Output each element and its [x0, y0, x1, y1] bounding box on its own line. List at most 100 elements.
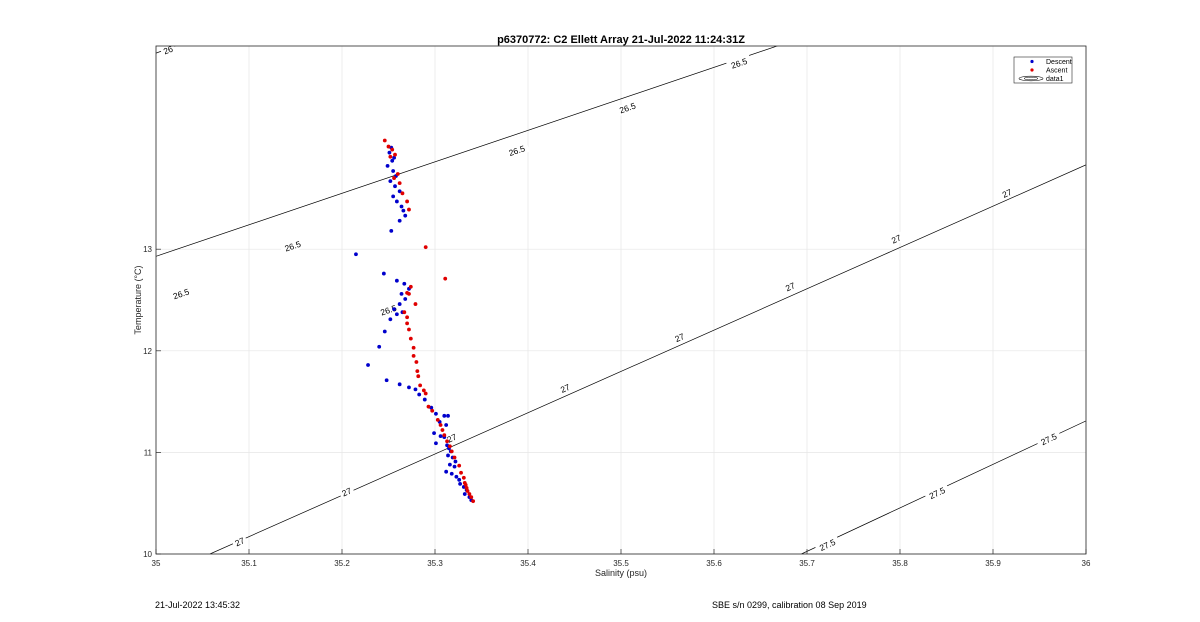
ascent-point — [407, 327, 411, 332]
contour-label-bg — [781, 279, 799, 295]
x-axis-label: Salinity (psu) — [595, 568, 647, 578]
ascent-point — [407, 292, 411, 296]
descent-point — [434, 441, 438, 446]
contour-line — [156, 46, 779, 257]
contour-label-bg — [1035, 429, 1062, 449]
ascent-point — [423, 245, 428, 250]
ascent-point — [402, 310, 407, 315]
ascent-point — [386, 144, 391, 149]
ascent-point — [395, 172, 400, 176]
ascent-point — [467, 492, 472, 496]
ascent-point — [416, 374, 421, 379]
contour-label: 26 — [162, 44, 175, 57]
ascent-point — [405, 315, 409, 320]
x-tick-label: 35.7 — [799, 559, 815, 568]
x-tick-label: 36 — [1082, 559, 1091, 568]
data-points — [354, 138, 476, 504]
ascent-point — [459, 470, 463, 475]
ascent-point — [435, 417, 440, 422]
contour-label-bg — [614, 99, 641, 117]
contour-line — [209, 164, 1086, 554]
descent-point — [399, 204, 404, 209]
footer-calibration: SBE s/n 0299, calibration 08 Sep 2019 — [712, 600, 867, 610]
x-tick-label: 35.4 — [520, 559, 536, 568]
legend-contour-icon-inner — [1023, 76, 1039, 81]
legend-descent-marker — [1030, 59, 1034, 64]
ascent-point — [388, 154, 393, 159]
descent-point — [438, 434, 443, 439]
descent-point — [447, 462, 452, 467]
grid — [155, 46, 1087, 555]
contour-label-bg — [998, 185, 1016, 201]
contour-label-bg — [924, 483, 951, 503]
descent-point — [403, 213, 408, 218]
x-tick-label: 35.3 — [427, 559, 443, 568]
x-tick-label: 35.8 — [892, 559, 908, 568]
legend-ascent-label: Ascent — [1046, 68, 1067, 75]
chart-title: p6370772: C2 Ellett Array 21-Jul-2022 11… — [497, 34, 745, 46]
ascent-point — [418, 383, 423, 388]
x-tick-label: 35.2 — [334, 559, 350, 568]
y-tick-label: 13 — [143, 245, 152, 254]
descent-point — [401, 208, 406, 213]
ascent-point — [423, 391, 428, 396]
descent-point — [458, 481, 463, 486]
descent-point — [403, 297, 408, 301]
ascent-point — [382, 138, 387, 143]
descent-point — [387, 150, 392, 155]
descent-point — [453, 459, 458, 464]
y-axis-label: Temperature (°C) — [133, 265, 143, 334]
contour-label-bg — [168, 285, 195, 303]
footer-timestamp: 21-Jul-2022 13:45:32 — [155, 600, 241, 610]
legend-data1-label: data1 — [1046, 76, 1064, 83]
descent-point — [402, 281, 407, 286]
contour-label: 27 — [1001, 187, 1014, 200]
contour-label-bg — [159, 46, 177, 58]
contour-label-bg — [279, 237, 306, 255]
descent-point — [392, 155, 396, 160]
descent-point — [449, 471, 454, 476]
contour-label: 26.5 — [507, 143, 526, 158]
descent-point — [394, 199, 399, 204]
contour-label: 27 — [340, 485, 353, 498]
ascent-point — [438, 423, 443, 427]
descent-point — [385, 163, 390, 168]
contour-label: 27 — [890, 232, 903, 245]
legend[interactable]: Descent Ascent data1 — [1013, 56, 1073, 84]
ascent-point — [457, 463, 462, 468]
descent-point — [397, 189, 402, 194]
ascent-point — [426, 404, 431, 409]
descent-point — [388, 317, 393, 322]
ascent-point — [407, 207, 411, 212]
ascent-point — [452, 455, 457, 460]
descent-point — [417, 392, 422, 397]
ascent-point — [390, 147, 395, 152]
descent-point — [354, 252, 358, 257]
ascent-point — [397, 181, 402, 186]
ascent-point — [445, 439, 449, 444]
descent-point — [389, 229, 394, 233]
legend-contour-icon — [1018, 75, 1044, 82]
contour-label-bg — [338, 484, 356, 500]
descent-point — [390, 158, 395, 163]
axis-ticks: 35 35.1 35.2 35.3 35.4 35.5 35.6 35.7 35.8 35.9 36… — [143, 245, 1091, 568]
x-tick-label: 35.6 — [706, 559, 722, 568]
descent-point — [392, 307, 396, 312]
contour-label: 27 — [559, 382, 572, 395]
contour-label: 27 — [233, 535, 246, 548]
density-contours: 2626.526.526.526.526.526.527272727272727… — [156, 44, 1086, 554]
ascent-point — [421, 388, 426, 393]
contour-label: 26.5 — [172, 286, 191, 301]
descent-point — [454, 474, 459, 479]
ascent-point — [405, 199, 409, 204]
ascent-point — [405, 321, 409, 326]
contour-label-bg — [503, 142, 530, 160]
x-tick-label: 35 — [152, 559, 161, 568]
descent-point — [399, 292, 404, 296]
descent-point — [397, 382, 402, 387]
descent-point — [422, 397, 427, 402]
descent-point — [393, 184, 397, 189]
ascent-point — [413, 302, 418, 306]
descent-point — [382, 329, 387, 334]
contour-label-bg — [887, 231, 905, 247]
